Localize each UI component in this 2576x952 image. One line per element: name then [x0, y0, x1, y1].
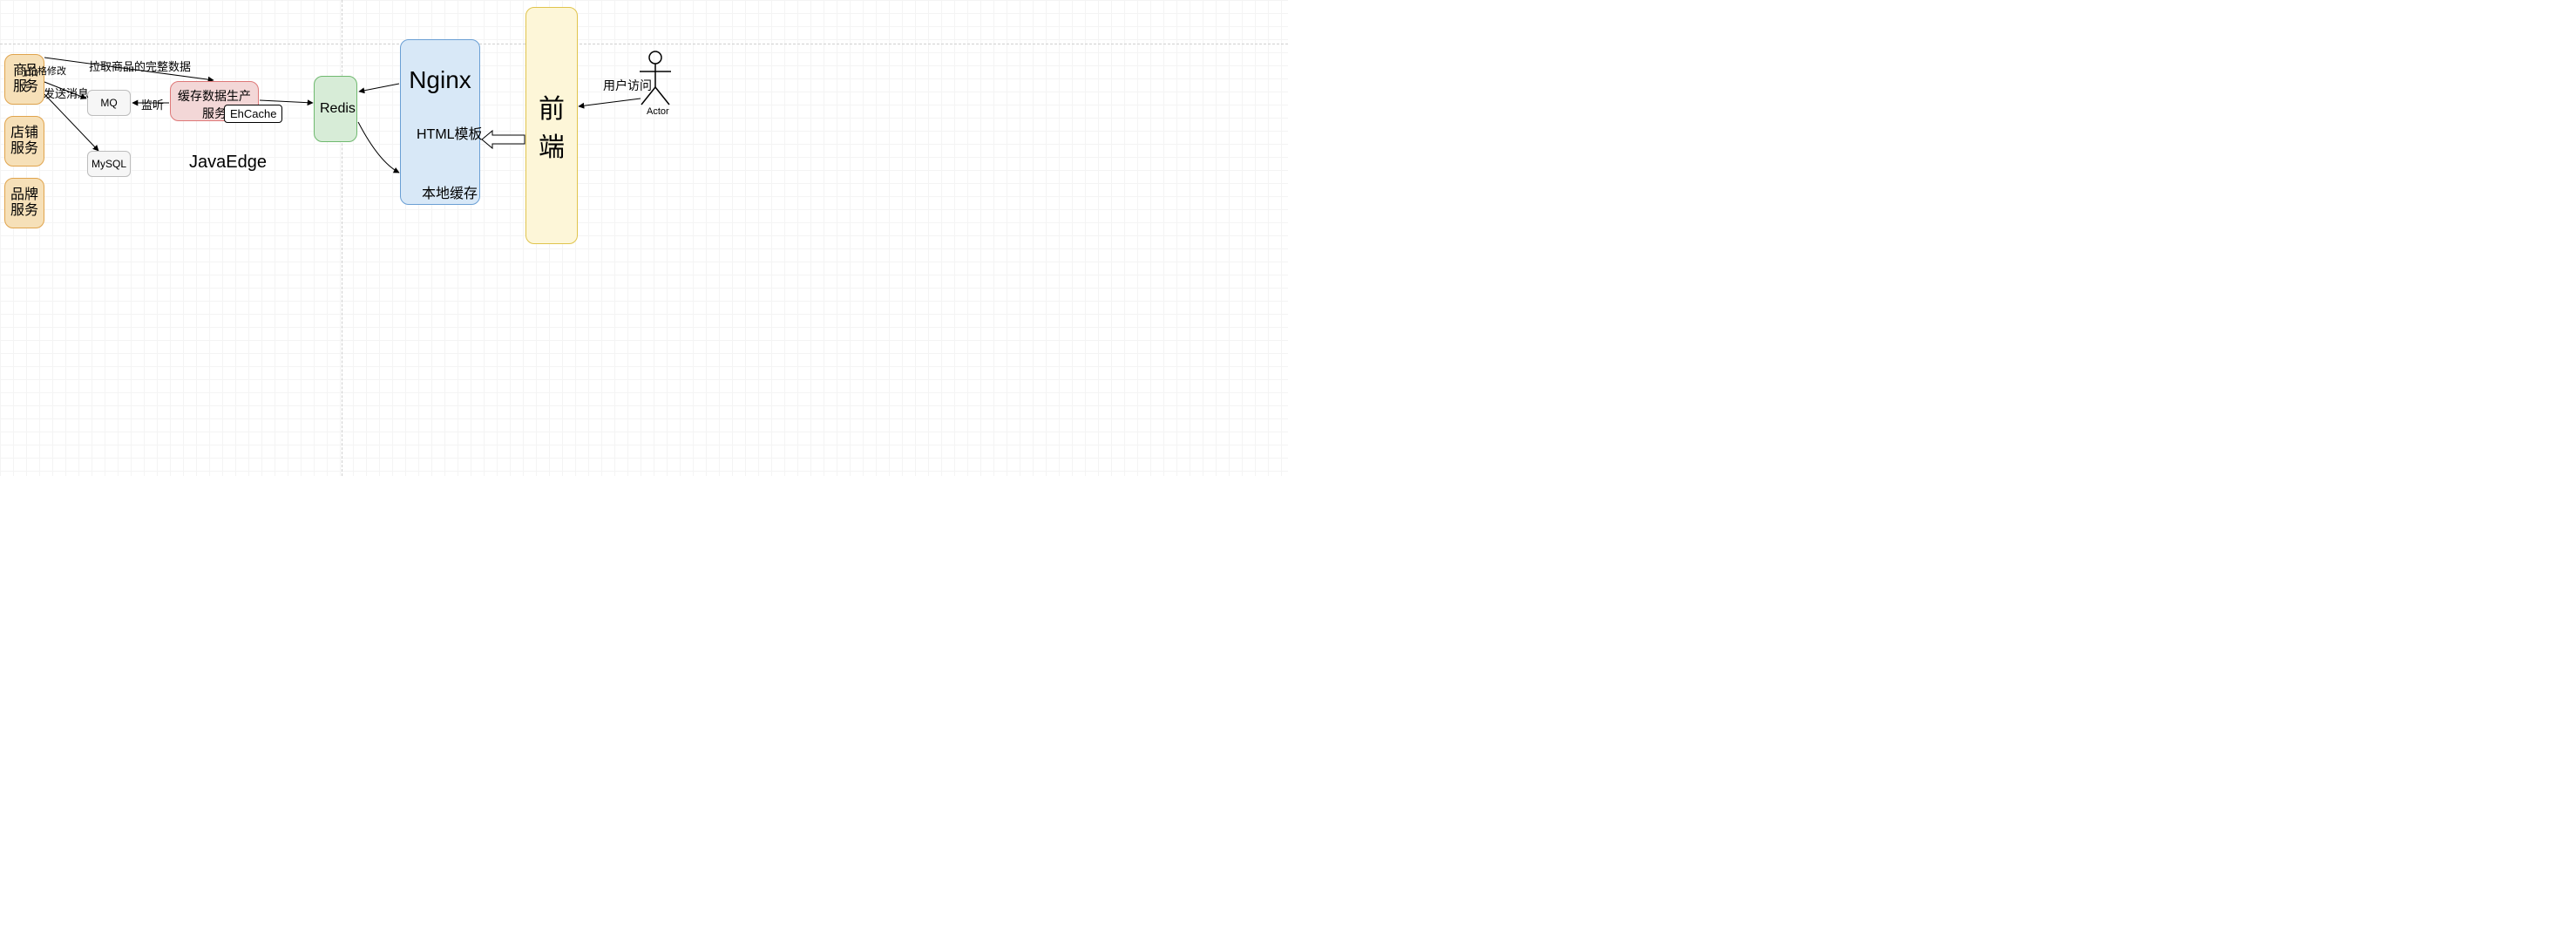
- label-javaedge: JavaEdge: [189, 153, 267, 173]
- label-javaedge-text: JavaEdge: [189, 153, 267, 172]
- label-pull-data-text: 拉取商品的完整数据: [89, 60, 191, 73]
- actor-caption-text: Actor: [647, 106, 669, 117]
- node-product-service: 商品服务: [4, 54, 44, 105]
- node-redis: Redis: [314, 76, 357, 142]
- label-send-msg-text: 发送消息: [44, 87, 89, 100]
- label-user-visit: 用户访问: [603, 77, 652, 94]
- nginx-local-cache-text: 本地缓存: [422, 187, 478, 201]
- node-mysql-label: MySQL: [92, 158, 126, 170]
- node-nginx-label: Nginx: [409, 66, 471, 94]
- label-user-visit-text: 用户访问: [603, 78, 652, 92]
- node-brand-service: 品牌服务: [4, 178, 44, 228]
- node-mq: MQ: [87, 90, 131, 116]
- nginx-html-template-text: HTML模板: [417, 127, 483, 142]
- label-send-msg: 发送消息: [44, 85, 89, 101]
- nginx-local-cache-label: 本地缓存: [422, 181, 478, 202]
- node-frontend-label: 前端: [532, 87, 572, 164]
- nginx-html-template-label: HTML模板: [417, 122, 483, 143]
- node-redis-label: Redis: [320, 101, 356, 117]
- label-pull-data: 拉取商品的完整数据: [89, 58, 191, 74]
- node-ehcache: EhCache: [224, 105, 282, 123]
- label-price-change-text: 价格修改: [28, 66, 66, 77]
- label-listen: 监听: [141, 96, 164, 112]
- node-shop-service-label: 店铺服务: [10, 126, 38, 156]
- node-ehcache-label: EhCache: [230, 107, 276, 120]
- node-shop-service: 店铺服务: [4, 116, 44, 167]
- node-mq-label: MQ: [100, 97, 117, 109]
- label-listen-text: 监听: [141, 99, 164, 112]
- node-mysql: MySQL: [87, 151, 131, 177]
- actor-caption: Actor: [647, 106, 669, 117]
- label-price-change: 价格修改: [28, 64, 66, 78]
- node-brand-service-label: 品牌服务: [10, 187, 38, 218]
- node-frontend: 前端: [525, 7, 578, 244]
